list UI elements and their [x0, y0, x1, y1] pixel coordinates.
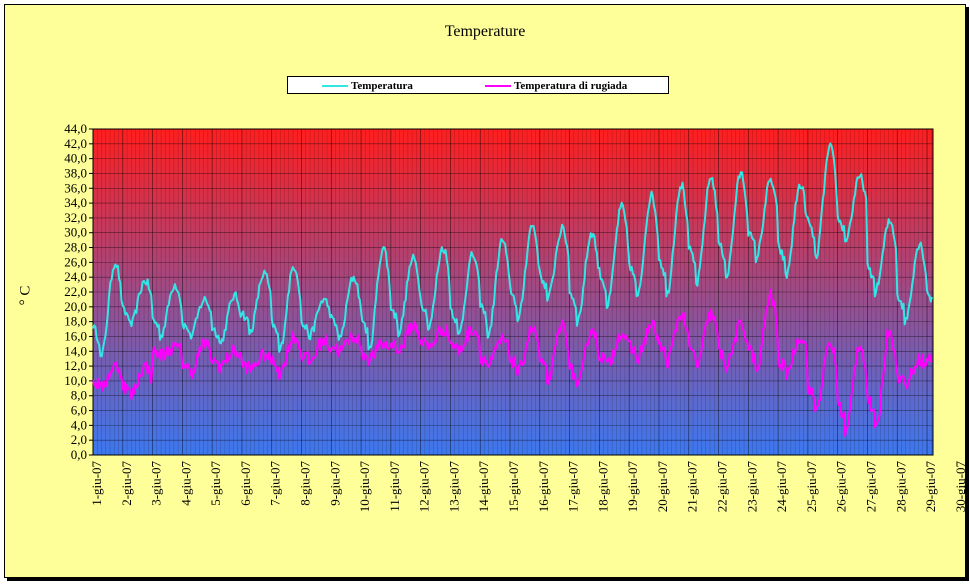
x-tick-label: 2-giu-07 [119, 461, 134, 506]
y-tick-label: 16,0 [64, 328, 87, 343]
legend: Temperatura Temperatura di rugiada [287, 76, 669, 94]
x-tick-label: 12-giu-07 [417, 461, 432, 513]
y-tick-label: 12,0 [64, 358, 87, 373]
x-tick-label: 29-giu-07 [923, 461, 938, 513]
x-tick-label: 20-giu-07 [655, 461, 670, 513]
x-tick-label: 10-giu-07 [357, 461, 372, 513]
y-tick-label: 28,0 [64, 240, 87, 255]
y-tick-label: 22,0 [64, 284, 87, 299]
y-tick-label: 10,0 [64, 373, 87, 388]
x-tick-label: 15-giu-07 [506, 461, 521, 513]
y-tick-label: 24,0 [64, 269, 87, 284]
x-tick-label: 26-giu-07 [834, 461, 849, 513]
x-tick-label: 18-giu-07 [595, 461, 610, 513]
x-tick-label: 8-giu-07 [298, 461, 313, 506]
y-tick-label: 30,0 [64, 225, 87, 240]
x-tick-label: 5-giu-07 [208, 461, 223, 506]
y-tick-label: 36,0 [64, 180, 87, 195]
legend-swatch-rugiada [485, 85, 511, 87]
x-tick-label: 19-giu-07 [625, 461, 640, 513]
y-tick-label: 2,0 [71, 432, 87, 447]
plot-svg: 0,02,04,06,08,010,012,014,016,018,020,02… [64, 121, 965, 513]
x-tick-label: 3-giu-07 [149, 461, 164, 506]
y-axis-ticks: 0,02,04,06,08,010,012,014,016,018,020,02… [64, 121, 93, 462]
y-tick-label: 44,0 [64, 121, 87, 136]
y-tick-label: 18,0 [64, 314, 87, 329]
y-tick-label: 4,0 [71, 417, 87, 432]
x-tick-label: 27-giu-07 [863, 461, 878, 513]
x-tick-label: 30-giu-07 [953, 461, 965, 513]
legend-item-temperatura: Temperatura [322, 79, 413, 93]
legend-label-temperatura: Temperatura [351, 80, 413, 92]
x-tick-label: 6-giu-07 [238, 461, 253, 506]
x-tick-label: 4-giu-07 [178, 461, 193, 506]
y-tick-label: 0,0 [71, 447, 87, 462]
y-tick-label: 20,0 [64, 299, 87, 314]
x-tick-label: 25-giu-07 [804, 461, 819, 513]
y-tick-label: 38,0 [64, 165, 87, 180]
y-tick-label: 14,0 [64, 343, 87, 358]
x-tick-label: 7-giu-07 [268, 461, 283, 506]
series-layer [92, 142, 933, 438]
y-tick-label: 26,0 [64, 254, 87, 269]
x-tick-label: 11-giu-07 [387, 461, 402, 512]
y-tick-label: 6,0 [71, 403, 87, 418]
x-tick-label: 14-giu-07 [476, 461, 491, 513]
x-tick-label: 24-giu-07 [774, 461, 789, 513]
x-tick-label: 17-giu-07 [566, 461, 581, 513]
y-tick-label: 32,0 [64, 210, 87, 225]
y-tick-label: 8,0 [71, 388, 87, 403]
legend-swatch-temperatura [322, 85, 348, 87]
x-tick-label: 28-giu-07 [893, 461, 908, 513]
y-tick-label: 40,0 [64, 151, 87, 166]
x-tick-label: 16-giu-07 [536, 461, 551, 513]
chart-title: Temperature [444, 23, 526, 40]
x-tick-label: 21-giu-07 [685, 461, 700, 513]
horizontal-grid [93, 128, 933, 456]
series-line-rugiada [92, 288, 933, 438]
legend-label-rugiada: Temperatura di rugiada [514, 80, 628, 92]
x-tick-label: 9-giu-07 [327, 461, 342, 506]
y-tick-label: 42,0 [64, 136, 87, 151]
chart-area: Temperature Temperatura Temperatura di r… [4, 4, 966, 578]
x-axis-ticks: 1-giu-07 2-giu-07 3-giu-07 4-giu-07 5-giu-07… [89, 461, 965, 513]
x-tick-label: 23-giu-07 [744, 461, 759, 513]
legend-item-rugiada: Temperatura di rugiada [485, 79, 627, 93]
y-tick-label: 34,0 [64, 195, 87, 210]
x-tick-label: 22-giu-07 [715, 461, 730, 513]
x-tick-label: 1-giu-07 [89, 461, 104, 506]
series-line-temperatura [92, 142, 933, 358]
x-tick-label: 13-giu-07 [446, 461, 461, 513]
